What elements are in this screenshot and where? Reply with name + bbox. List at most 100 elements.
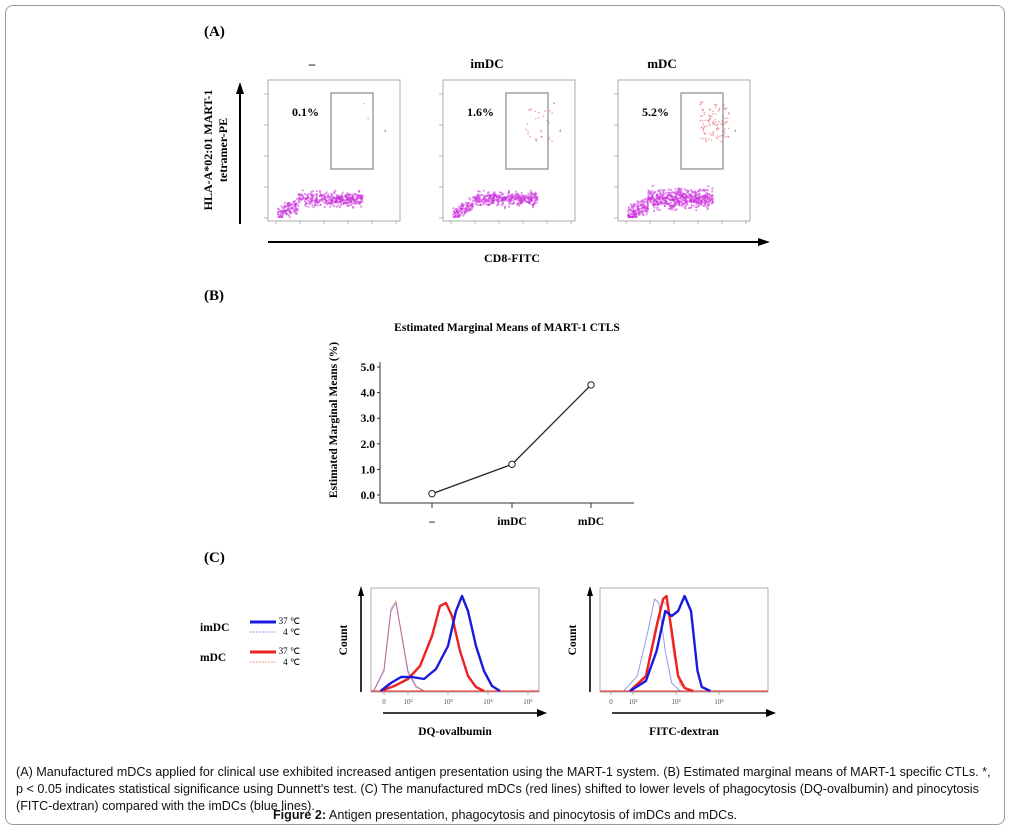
gated-point: [724, 117, 727, 120]
scatter-point: [484, 194, 487, 197]
scatter-point: [682, 195, 685, 198]
x-tick-label: 10⁴: [714, 698, 724, 706]
scatter-point: [693, 199, 696, 202]
scatter-point: [500, 198, 503, 201]
scatter-point: [486, 194, 489, 197]
gate-percent: 1.6%: [467, 105, 494, 119]
scatter-point: [463, 212, 466, 216]
gated-point: [712, 121, 714, 124]
gate-box: [680, 92, 724, 170]
gated-point: [717, 110, 720, 112]
scatter-point: [633, 205, 636, 208]
scatter-point: [532, 196, 536, 199]
scatter-point: [521, 197, 525, 200]
scatter-point: [647, 189, 650, 192]
scatter-point: [482, 198, 485, 201]
scatter-point: [645, 206, 648, 210]
scatter-point: [700, 189, 704, 192]
gated-point: [724, 132, 726, 135]
panel-b-ylabel: Estimated Marginal Means (%): [328, 342, 340, 498]
scatter-point: [507, 200, 511, 203]
gated-point: [710, 139, 713, 141]
scatter-point: [507, 195, 510, 198]
scatter-point: [520, 193, 523, 197]
scatter-point: [346, 204, 349, 208]
scatter-point: [347, 198, 351, 201]
scatter-point: [321, 193, 324, 196]
scatter-point: [478, 201, 481, 204]
scatter-point: [696, 199, 699, 203]
scatter-point: [360, 205, 363, 208]
scatter-point: [707, 204, 710, 207]
scatter-point: [302, 195, 305, 198]
x-tick-label: 10⁵: [523, 698, 533, 706]
gated-point: [529, 109, 531, 112]
scatter-point: [694, 206, 697, 209]
gated-point: [535, 138, 537, 140]
scatter-point: [661, 191, 665, 194]
panel-a-xlabel: CD8-FITC: [484, 251, 540, 265]
scatter-point: [683, 206, 686, 209]
scatter-point: [703, 201, 706, 204]
gated-point: [715, 136, 718, 139]
scatter-point: [533, 199, 537, 202]
scatter-point: [701, 195, 705, 198]
scatter-point: [480, 193, 484, 196]
scatter-point: [315, 193, 318, 196]
scatter-point: [492, 199, 496, 202]
scatter-point: [307, 205, 310, 208]
scatter-point: [339, 197, 342, 200]
scatter-point: [498, 200, 501, 203]
scatter-point: [498, 196, 501, 199]
x-tick-label: 10⁴: [483, 698, 493, 706]
scatter-point: [646, 203, 649, 206]
figure-title-text: Antigen presentation, phagocytosis and p…: [326, 808, 738, 822]
scatter-point: [319, 194, 322, 197]
y-tick-label: 5.0: [361, 362, 376, 374]
scatter-point: [297, 194, 301, 197]
scatter-point: [518, 197, 521, 200]
gated-point: [541, 136, 543, 138]
y-tick-label: 1.0: [361, 464, 376, 476]
gated-point: [704, 119, 707, 122]
histogram-imdc-4c: [373, 602, 425, 692]
scatter-point: [348, 196, 351, 199]
scatter-point: [288, 207, 291, 210]
legend-group-label: mDC: [200, 652, 226, 664]
scatter-point: [711, 197, 714, 200]
scatter-point: [480, 198, 483, 202]
scatter-point: [650, 189, 653, 192]
gate-box: [330, 92, 374, 170]
scatter-point: [676, 191, 679, 194]
gate-label: 4: [734, 128, 737, 133]
legend-entry: 37 ℃: [279, 616, 300, 626]
scatter-point: [298, 197, 301, 200]
scatter-point: [665, 197, 668, 200]
scatter-point: [639, 210, 642, 213]
scatter-point: [508, 205, 511, 208]
scatter-point: [526, 200, 529, 204]
gated-point: [714, 124, 717, 126]
scatter-point: [340, 195, 343, 198]
scatter-point: [640, 207, 643, 210]
scatter-point: [643, 203, 646, 206]
scatter-point: [515, 193, 519, 196]
scatter-point: [323, 205, 326, 209]
scatter-point: [471, 205, 474, 208]
scatter-point: [350, 203, 353, 207]
gated-point: [712, 120, 715, 123]
gated-point: [718, 120, 720, 123]
histogram-mdc-4c: [373, 600, 425, 692]
scatter-point: [482, 189, 485, 192]
gated-point: [537, 117, 540, 119]
scatter-point: [283, 206, 286, 209]
x-tick-label: 0: [609, 698, 613, 706]
scatter-point: [696, 197, 699, 200]
scatter-point: [324, 192, 327, 195]
scatter-point: [687, 196, 690, 199]
scatter-point: [294, 206, 297, 209]
scatter-point: [711, 187, 714, 190]
scatter-point: [662, 189, 665, 192]
